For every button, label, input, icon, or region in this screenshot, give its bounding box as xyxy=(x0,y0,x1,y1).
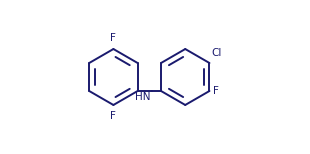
Text: HN: HN xyxy=(135,92,151,102)
Text: Cl: Cl xyxy=(211,48,221,58)
Text: F: F xyxy=(110,33,116,43)
Text: F: F xyxy=(213,86,219,96)
Text: F: F xyxy=(110,111,116,121)
